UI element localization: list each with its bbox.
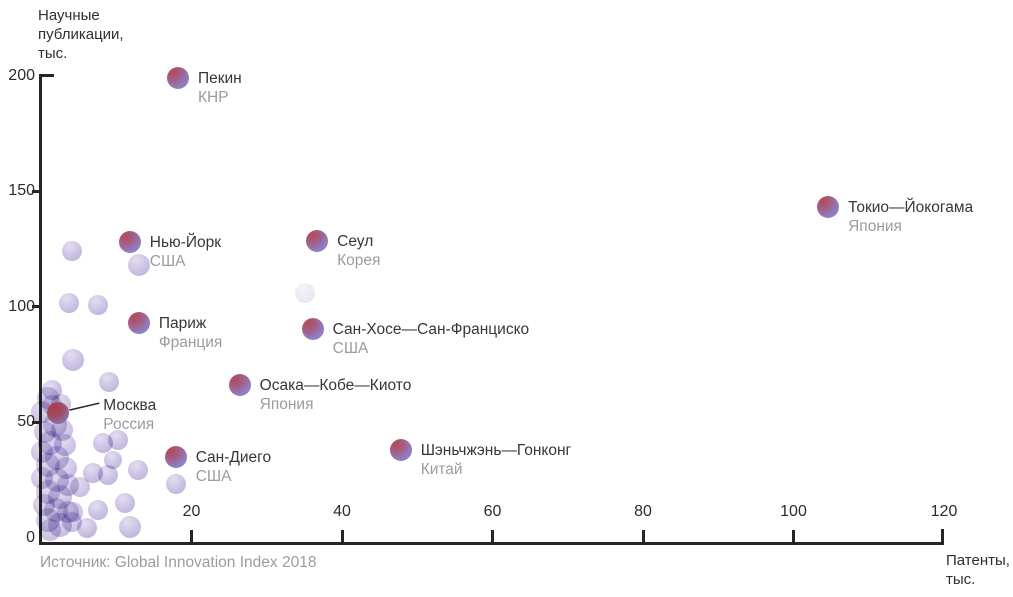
country-name-label: Китай [420,461,463,479]
x-tick-label: 100 [780,503,807,520]
city-bubble-unlabeled [88,294,109,315]
city-bubble-unlabeled [115,493,136,514]
city-bubble [228,374,251,397]
country-name-label: Япония [259,396,314,414]
city-bubble [389,439,412,462]
city-bubble-unlabeled [295,283,316,304]
city-bubble-unlabeled [62,348,85,371]
city-name-label: Шэньчжэнь—Гонконг [420,442,572,460]
city-bubble [118,231,141,253]
city-bubble [306,229,329,252]
y-tick-mark [32,420,41,424]
city-label-group: Токио—Йокогама Япония [848,198,973,236]
city-bubble-unlabeled [82,463,103,484]
city-bubble-unlabeled [76,518,97,539]
x-tick-label: 40 [333,503,351,520]
city-bubble-unlabeled [70,477,91,498]
city-bubble-unlabeled [92,432,113,453]
y-axis-title-line: тыс. [38,45,68,62]
city-name-label: Нью-Йорк [149,234,221,251]
x-axis-title-line: тыс. [946,571,976,588]
city-bubble-unlabeled [128,460,149,480]
city-bubble [164,446,187,469]
city-bubble-unlabeled [118,515,141,538]
city-bubble-unlabeled [39,518,62,541]
city-label-group: Нью-Йорк США [150,233,221,271]
city-bubble [47,402,70,425]
x-axis-end-tick [941,529,944,545]
city-name-label: Пекин [197,69,242,87]
x-tick-label: 80 [634,503,652,520]
y-tick-label: 150 [8,182,35,200]
x-tick-label: 20 [182,503,201,520]
country-name-label: Япония [848,218,902,236]
x-tick-label: 120 [930,503,958,520]
city-name-label: Сеул [337,232,374,250]
country-name-label: США [195,468,232,486]
y-axis-top-tick [39,74,54,77]
city-name-label: Париж [158,314,207,332]
y-tick-label: 0 [26,529,35,546]
x-axis-title-line: Патенты, [946,552,1010,569]
city-bubble-unlabeled [104,451,123,470]
country-name-label: Корея [337,251,381,269]
country-name-label: Россия [103,416,155,434]
city-name-label: Москва [103,397,157,415]
city-name-label: Токио—Йокогама [848,199,974,217]
y-tick-label: 100 [8,297,35,315]
city-label-group: Париж Франция [159,314,223,352]
source-note: Источник: Global Innovation Index 2018 [40,554,317,571]
x-tick-mark [491,530,494,542]
city-bubble-unlabeled [107,429,128,450]
city-bubble-unlabeled [127,254,150,277]
x-axis [39,542,944,545]
city-bubble-unlabeled [88,500,109,521]
y-axis-title: Научные публикации, тыс. [38,6,124,63]
city-name-label: Сан-Хосе—Сан-Франциско [332,321,530,339]
y-axis-title-line: Научные [38,7,100,24]
city-label-group: Сан-Хосе—Сан-Франциско США [333,320,530,358]
city-bubble-unlabeled [61,512,82,533]
y-axis-title-line: публикации, [38,26,124,43]
city-bubble [301,318,324,341]
moscow-leader-line [69,402,100,411]
city-bubble [166,66,189,89]
country-name-label: Франция [158,333,223,351]
city-name-label: Сан-Диего [195,449,272,467]
city-label-group: Сеул Корея [337,232,380,270]
city-label-group: Осака—Кобе—Киото Япония [260,376,412,414]
x-tick-label: 60 [483,503,502,520]
x-tick-mark [190,530,193,542]
country-name-label: КНР [197,88,229,106]
x-tick-mark [340,530,344,542]
y-tick-label: 200 [8,66,35,84]
city-label-group: Шэньчжэнь—Гонконг Китай [421,441,572,479]
city-bubble-unlabeled [98,371,119,392]
country-name-label: США [332,340,369,358]
x-axis-title: Патенты, тыс. [946,551,1010,589]
city-label-group: Пекин КНР [198,69,242,107]
city-name-label: Осака—Кобе—Киото [259,377,412,395]
city-label-group: Сан-Диего США [196,448,271,486]
city-bubble-unlabeled [61,241,82,262]
y-tick-mark [32,189,41,193]
country-name-label: США [149,253,186,270]
y-tick-label: 50 [17,413,35,431]
y-tick-mark [32,305,41,309]
city-bubble-unlabeled [58,293,79,314]
city-bubble-unlabeled [97,465,118,486]
x-tick-mark [641,530,645,542]
y-axis [39,74,42,545]
city-bubble [817,196,840,219]
city-label-group: Москва Россия [103,396,156,434]
city-bubble-unlabeled [165,473,186,494]
city-bubble [127,311,150,334]
x-tick-mark [792,530,795,542]
